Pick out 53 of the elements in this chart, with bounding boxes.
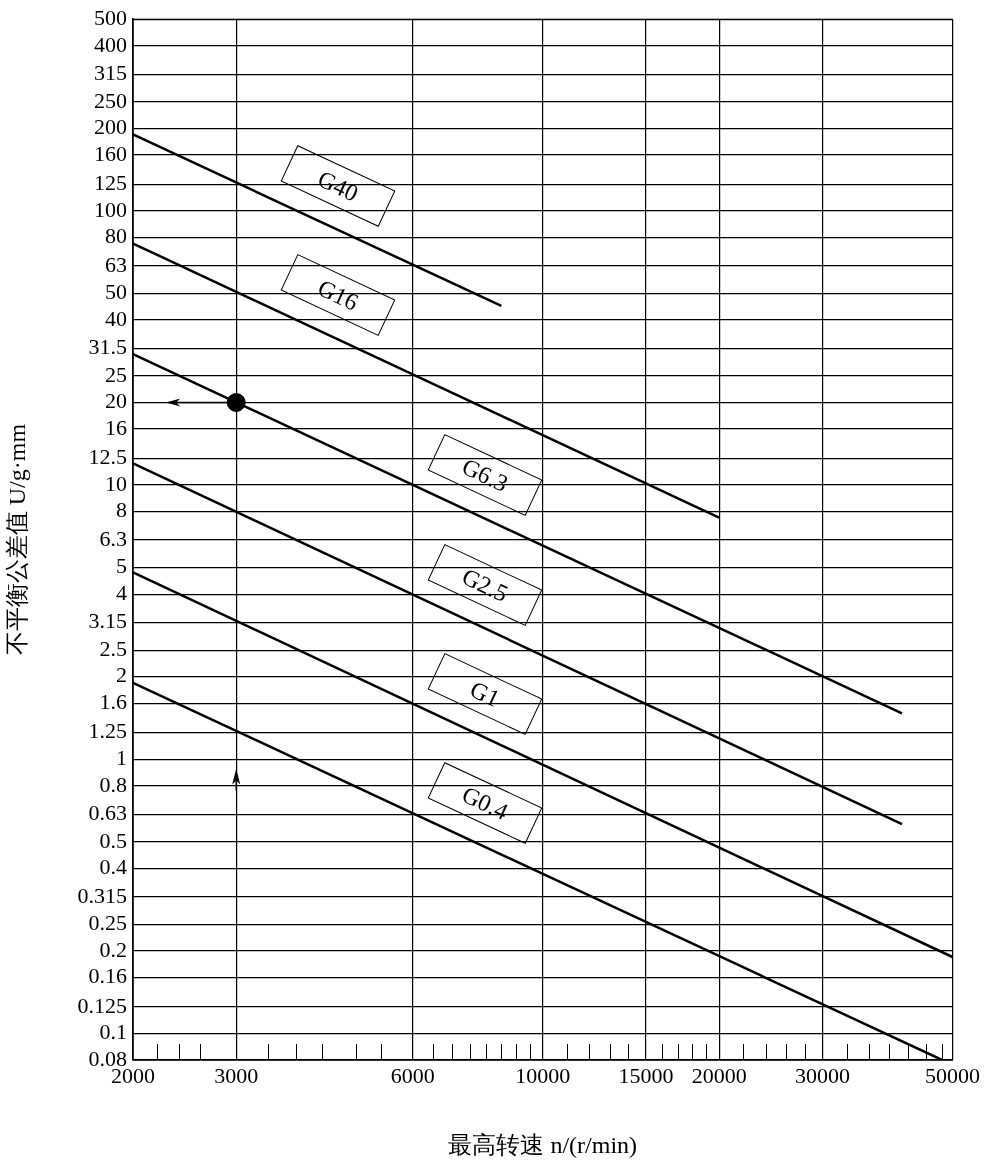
- y-tick-label: 31.5: [88, 334, 127, 360]
- y-tick-label: 3.15: [88, 608, 127, 634]
- y-tick-label: 1.25: [88, 718, 127, 744]
- y-tick-label: 0.25: [88, 910, 127, 936]
- y-tick-label: 1.6: [99, 689, 127, 715]
- x-tick-label: 50000: [925, 1062, 980, 1088]
- text: G0.4: [427, 762, 543, 845]
- y-tick-label: 8: [116, 497, 127, 523]
- y-tick-label: 20: [105, 388, 127, 414]
- y-tick-label: 250: [94, 87, 127, 113]
- y-tick-label: 4: [116, 579, 127, 605]
- y-tick-label: 160: [94, 140, 127, 166]
- x-tick-label: 15000: [618, 1062, 674, 1088]
- y-axis-title: 不平衡公差值 U/g·mm: [3, 423, 30, 656]
- y-tick-label: 400: [94, 31, 127, 57]
- text: G40: [280, 144, 396, 227]
- y-tick-label: 500: [94, 4, 127, 30]
- y-tick-label: 40: [105, 305, 127, 331]
- y-tick-label: 0.315: [77, 882, 127, 908]
- y-tick-label: 25: [105, 361, 127, 387]
- x-tick-label: 30000: [794, 1062, 850, 1088]
- y-tick-label: 12.5: [88, 444, 127, 470]
- y-tick-label: 10: [105, 470, 127, 496]
- y-tick-label: 0.4: [99, 854, 127, 880]
- y-tick-label: 80: [105, 223, 127, 249]
- y-tick-label: 0.2: [99, 936, 127, 962]
- y-tick-label: 2.5: [99, 635, 127, 661]
- x-tick-label: 10000: [515, 1062, 571, 1088]
- y-tick-label: 200: [94, 114, 127, 140]
- text: G16: [280, 254, 396, 337]
- y-tick-label: 0.5: [99, 827, 127, 853]
- y-tick-label: 125: [94, 170, 127, 196]
- text: G6.3: [427, 433, 543, 516]
- y-tick-label: 5: [116, 553, 127, 579]
- y-tick-label: 0.63: [88, 800, 127, 826]
- y-tick-label: 50: [105, 279, 127, 305]
- y-tick-label: 63: [105, 251, 127, 277]
- y-tick-label: 6.3: [99, 525, 127, 551]
- y-tick-label: 0.16: [88, 963, 127, 989]
- x-axis-title: 最高转速 n/(r/min): [448, 1131, 638, 1158]
- y-tick-label: 16: [105, 414, 127, 440]
- text: G1: [427, 652, 543, 735]
- x-tick-label: 3000: [214, 1062, 259, 1088]
- y-tick-label: 100: [94, 196, 127, 222]
- y-tick-label: 0.125: [77, 992, 127, 1018]
- x-tick-label: 6000: [390, 1062, 435, 1088]
- y-tick-label: 2: [116, 662, 127, 688]
- text: G2.5: [427, 543, 543, 626]
- y-tick-label: 0.8: [99, 771, 127, 797]
- x-tick-label: 20000: [691, 1062, 747, 1088]
- y-tick-label: 0.1: [99, 1019, 127, 1045]
- y-tick-label: 1: [116, 745, 127, 771]
- y-tick-label: 315: [94, 60, 127, 85]
